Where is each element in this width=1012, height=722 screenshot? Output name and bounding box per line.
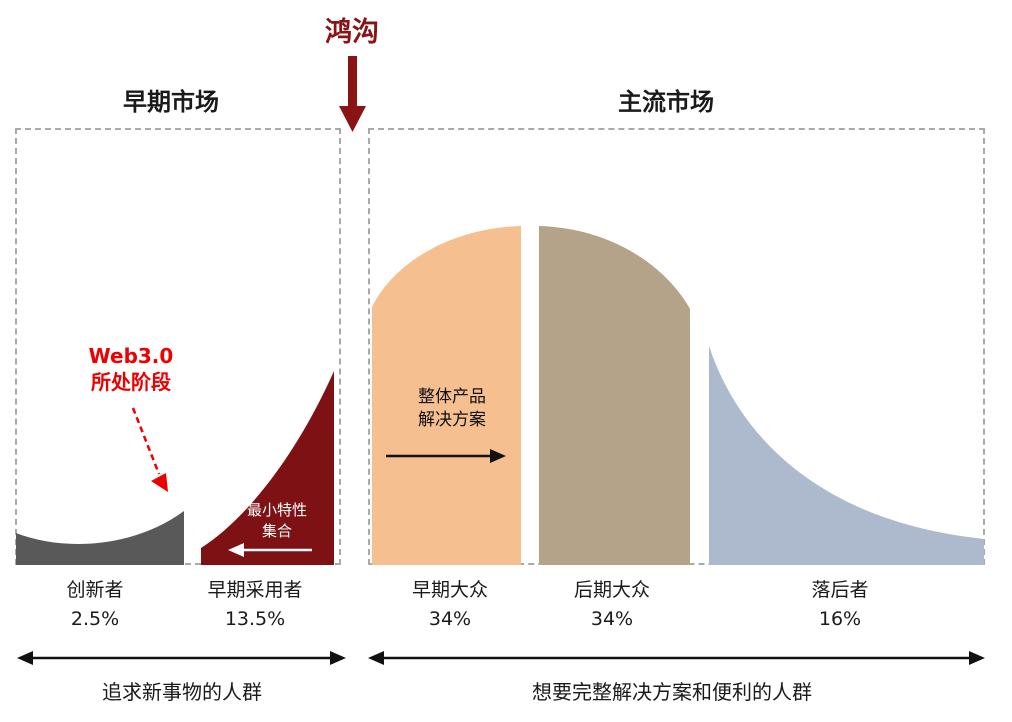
web3-stage-note: Web3.0 所处阶段 xyxy=(89,343,174,396)
mainstream-span-arrow xyxy=(368,651,985,665)
web3-pointer-arrow xyxy=(131,407,168,492)
label-innovators: 创新者 2.5% xyxy=(66,576,123,633)
whole-product-line1: 整体产品 xyxy=(418,387,486,407)
label-early-adopters-percent: 13.5% xyxy=(224,607,286,630)
label-late-majority: 后期大众 34% xyxy=(574,576,650,633)
web3-stage-line2: 所处阶段 xyxy=(90,370,171,395)
segment-laggards-shape xyxy=(709,346,984,565)
chasm-title: 鸿沟 xyxy=(325,17,379,48)
segment-early-majority-shape xyxy=(372,226,521,565)
label-late-majority-name: 后期大众 xyxy=(573,579,651,601)
segment-early-adopters-shape xyxy=(201,371,334,565)
whole-product-arrow xyxy=(386,449,506,463)
web3-stage-line1: Web3.0 xyxy=(88,344,174,368)
label-early-adopters: 早期采用者 13.5% xyxy=(207,576,302,633)
label-laggards-percent: 16% xyxy=(818,607,862,630)
label-innovators-percent: 2.5% xyxy=(70,607,120,630)
chasm-down-arrow xyxy=(339,56,366,132)
label-late-majority-percent: 34% xyxy=(590,607,634,630)
early-market-title: 早期市场 xyxy=(123,88,219,116)
min-feature-note: 最小特性 集合 xyxy=(247,500,307,541)
mainstream-group-label: 想要完整解决方案和便利的人群 xyxy=(532,680,812,704)
whole-product-note: 整体产品 解决方案 xyxy=(418,386,486,432)
min-feature-line2: 集合 xyxy=(261,521,293,540)
label-innovators-name: 创新者 xyxy=(66,579,124,601)
segment-innovators-shape xyxy=(16,511,184,565)
mainstream-market-title: 主流市场 xyxy=(618,88,714,116)
early-market-span-arrow xyxy=(17,651,346,665)
label-early-majority-percent: 34% xyxy=(428,607,472,630)
label-early-majority: 早期大众 34% xyxy=(412,576,488,633)
label-laggards-name: 落后者 xyxy=(811,579,869,601)
label-early-majority-name: 早期大众 xyxy=(411,579,489,601)
label-early-adopters-name: 早期采用者 xyxy=(207,579,303,601)
segment-late-majority-shape xyxy=(539,226,690,565)
label-laggards: 落后者 16% xyxy=(811,576,868,633)
min-feature-line1: 最小特性 xyxy=(246,501,308,519)
min-feature-arrow xyxy=(228,543,312,557)
early-group-label: 追求新事物的人群 xyxy=(102,680,262,704)
whole-product-line2: 解决方案 xyxy=(418,409,486,430)
